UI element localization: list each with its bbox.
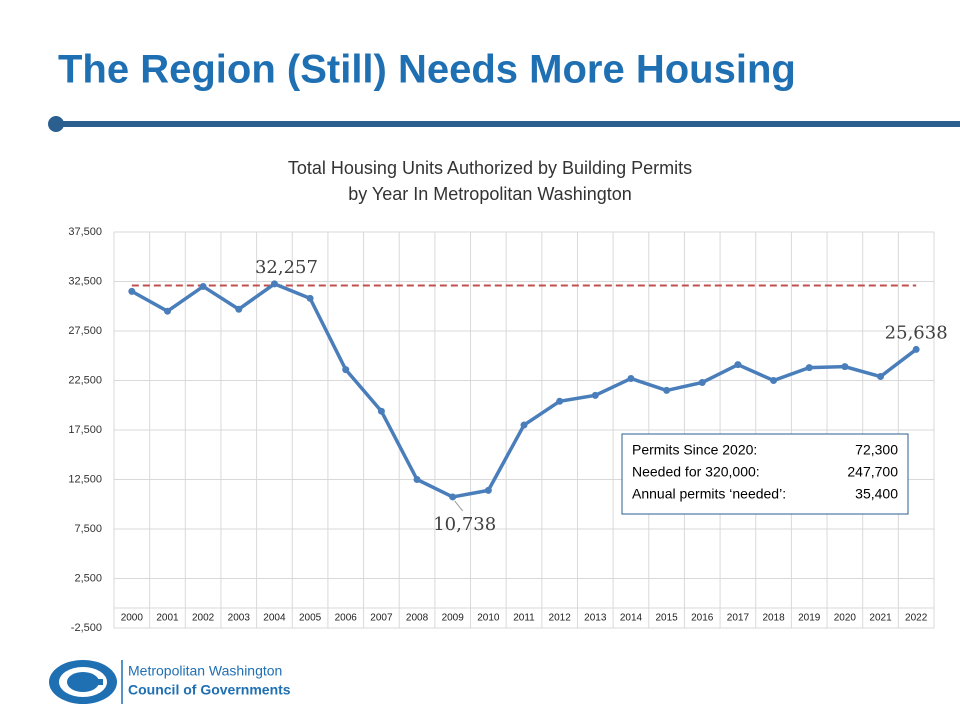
data-point bbox=[805, 364, 813, 372]
data-point bbox=[912, 345, 920, 353]
data-point bbox=[698, 378, 706, 386]
y-tick-label: -2,500 bbox=[71, 622, 102, 634]
y-tick-label: 12,500 bbox=[68, 473, 102, 485]
y-tick-label: 2,500 bbox=[74, 572, 102, 584]
x-tick-label: 2013 bbox=[584, 613, 607, 624]
x-tick-label: 2007 bbox=[370, 613, 393, 624]
x-tick-label: 2012 bbox=[549, 613, 572, 624]
header-dot bbox=[48, 116, 64, 132]
data-point bbox=[377, 407, 385, 415]
y-tick-label: 37,500 bbox=[68, 226, 102, 238]
chart-title: Total Housing Units Authorized by Buildi… bbox=[288, 158, 692, 178]
x-tick-label: 2019 bbox=[798, 613, 821, 624]
y-tick-label: 27,500 bbox=[68, 325, 102, 337]
info-value: 72,300 bbox=[855, 442, 898, 458]
data-point bbox=[734, 361, 742, 369]
data-point bbox=[306, 294, 314, 302]
logo-text: Council of Governments bbox=[128, 682, 291, 698]
value-label: 32,257 bbox=[255, 257, 318, 278]
info-box bbox=[621, 433, 909, 515]
data-point bbox=[484, 486, 492, 494]
data-point bbox=[841, 363, 849, 371]
info-label: Needed for 320,000: bbox=[632, 464, 760, 480]
data-point bbox=[270, 280, 278, 288]
data-point bbox=[877, 373, 885, 381]
y-tick-label: 22,500 bbox=[68, 374, 102, 386]
x-tick-label: 2004 bbox=[263, 613, 286, 624]
data-point bbox=[342, 366, 350, 374]
x-tick-label: 2014 bbox=[620, 613, 643, 624]
x-tick-label: 2010 bbox=[477, 613, 500, 624]
x-tick-label: 2008 bbox=[406, 613, 429, 624]
y-tick-label: 32,500 bbox=[68, 275, 102, 287]
logo-text: Metropolitan Washington bbox=[128, 663, 282, 679]
value-label: 25,638 bbox=[885, 322, 948, 343]
data-point bbox=[591, 391, 599, 399]
chart-title: by Year In Metropolitan Washington bbox=[348, 184, 632, 204]
x-tick-label: 2017 bbox=[727, 613, 750, 624]
slide-title: The Region (Still) Needs More Housing bbox=[58, 48, 796, 92]
y-tick-label: 7,500 bbox=[74, 523, 102, 535]
data-point bbox=[235, 305, 243, 313]
data-point bbox=[556, 397, 564, 405]
info-value: 35,400 bbox=[855, 486, 898, 502]
x-tick-label: 2003 bbox=[228, 613, 251, 624]
data-point bbox=[627, 375, 635, 383]
x-tick-label: 2002 bbox=[192, 613, 215, 624]
x-tick-label: 2016 bbox=[691, 613, 714, 624]
x-tick-label: 2022 bbox=[905, 613, 928, 624]
logo-mark bbox=[83, 679, 103, 685]
data-point bbox=[163, 307, 171, 315]
data-point bbox=[449, 493, 457, 501]
logo: Metropolitan Washington Council of Gover… bbox=[49, 660, 291, 704]
x-tick-label: 2011 bbox=[513, 613, 535, 624]
x-tick-label: 2000 bbox=[121, 613, 144, 624]
value-label: 10,738 bbox=[433, 514, 496, 535]
x-tick-label: 2009 bbox=[442, 613, 465, 624]
data-point bbox=[128, 287, 136, 295]
x-tick-label: 2020 bbox=[834, 613, 857, 624]
x-tick-label: 2021 bbox=[869, 613, 892, 624]
data-point bbox=[770, 377, 778, 384]
info-value: 247,700 bbox=[847, 464, 898, 480]
leader-line bbox=[454, 500, 464, 512]
x-tick-label: 2015 bbox=[655, 613, 678, 624]
info-label: Annual permits ‘needed’: bbox=[632, 486, 786, 502]
data-point bbox=[413, 476, 421, 483]
x-tick-label: 2005 bbox=[299, 613, 322, 624]
data-point bbox=[199, 282, 207, 290]
y-tick-label: 17,500 bbox=[68, 424, 102, 436]
x-tick-label: 2001 bbox=[156, 613, 179, 624]
data-point bbox=[520, 421, 528, 429]
x-tick-label: 2006 bbox=[335, 613, 358, 624]
data-point bbox=[663, 386, 671, 394]
info-label: Permits Since 2020: bbox=[632, 442, 757, 458]
x-tick-label: 2018 bbox=[762, 613, 785, 624]
